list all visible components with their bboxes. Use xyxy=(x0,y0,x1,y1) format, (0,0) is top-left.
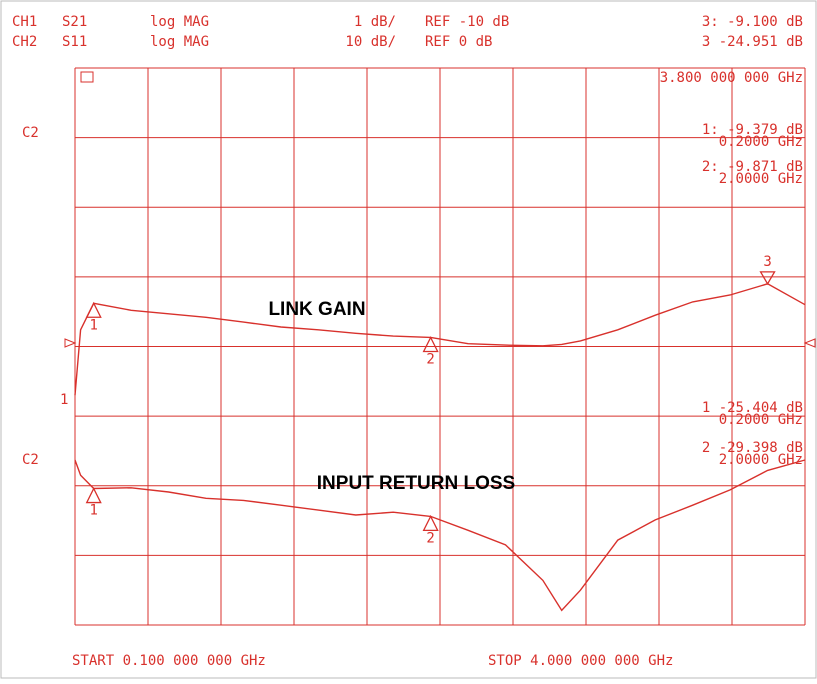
header-text: CH1 xyxy=(12,14,37,30)
ref-arrow xyxy=(64,338,77,348)
header-text: 10 dB/ xyxy=(345,34,396,50)
header-text: S21 xyxy=(62,14,87,30)
header-text: REF 0 dB xyxy=(425,34,492,50)
annotation: 1 xyxy=(60,392,68,408)
marker xyxy=(759,271,776,286)
marker xyxy=(422,336,439,353)
header-text: 3: -9.100 dB xyxy=(702,14,803,30)
header-text: REF -10 dB xyxy=(425,14,509,30)
marker-label: 2 xyxy=(426,530,434,546)
header-text: log MAG xyxy=(150,14,209,30)
annotation: 2: -9.871 dB xyxy=(702,159,803,175)
header-text: log MAG xyxy=(150,34,209,50)
header-text: 1 dB/ xyxy=(354,14,396,30)
annotation: 0.2000 GHz xyxy=(719,134,803,150)
marker-label: 2 xyxy=(426,352,434,368)
marker xyxy=(422,514,439,532)
annotation: START 0.100 000 000 GHz xyxy=(72,653,266,669)
trace-label: INPUT RETURN LOSS xyxy=(317,473,515,494)
header-text: CH2 xyxy=(12,34,37,50)
annotation: 1: -9.379 dB xyxy=(702,122,803,138)
ref-arrow xyxy=(803,338,816,348)
marker xyxy=(85,301,102,318)
annotation: 2.0000 GHz xyxy=(719,452,803,468)
annotation: 2 -29.398 dB xyxy=(702,440,803,456)
annotation: STOP 4.000 000 000 GHz xyxy=(488,653,673,669)
marker xyxy=(85,487,102,504)
header-text: 3 -24.951 dB xyxy=(702,34,803,50)
annotation: 2.0000 GHz xyxy=(719,171,803,187)
annotation: C2 xyxy=(22,125,39,141)
marker-label: 3 xyxy=(763,254,771,270)
trace-label: LINK GAIN xyxy=(268,299,365,320)
annotation: 0.2000 GHz xyxy=(719,412,803,428)
marker-label: 1 xyxy=(89,503,97,519)
annotation: 1 -25.404 dB xyxy=(702,400,803,416)
marker-label: 1 xyxy=(89,317,97,333)
annotation: 3.800 000 000 GHz xyxy=(660,70,803,86)
annotation: C2 xyxy=(22,452,39,468)
header-text: S11 xyxy=(62,34,87,50)
hp-logo xyxy=(80,71,94,83)
